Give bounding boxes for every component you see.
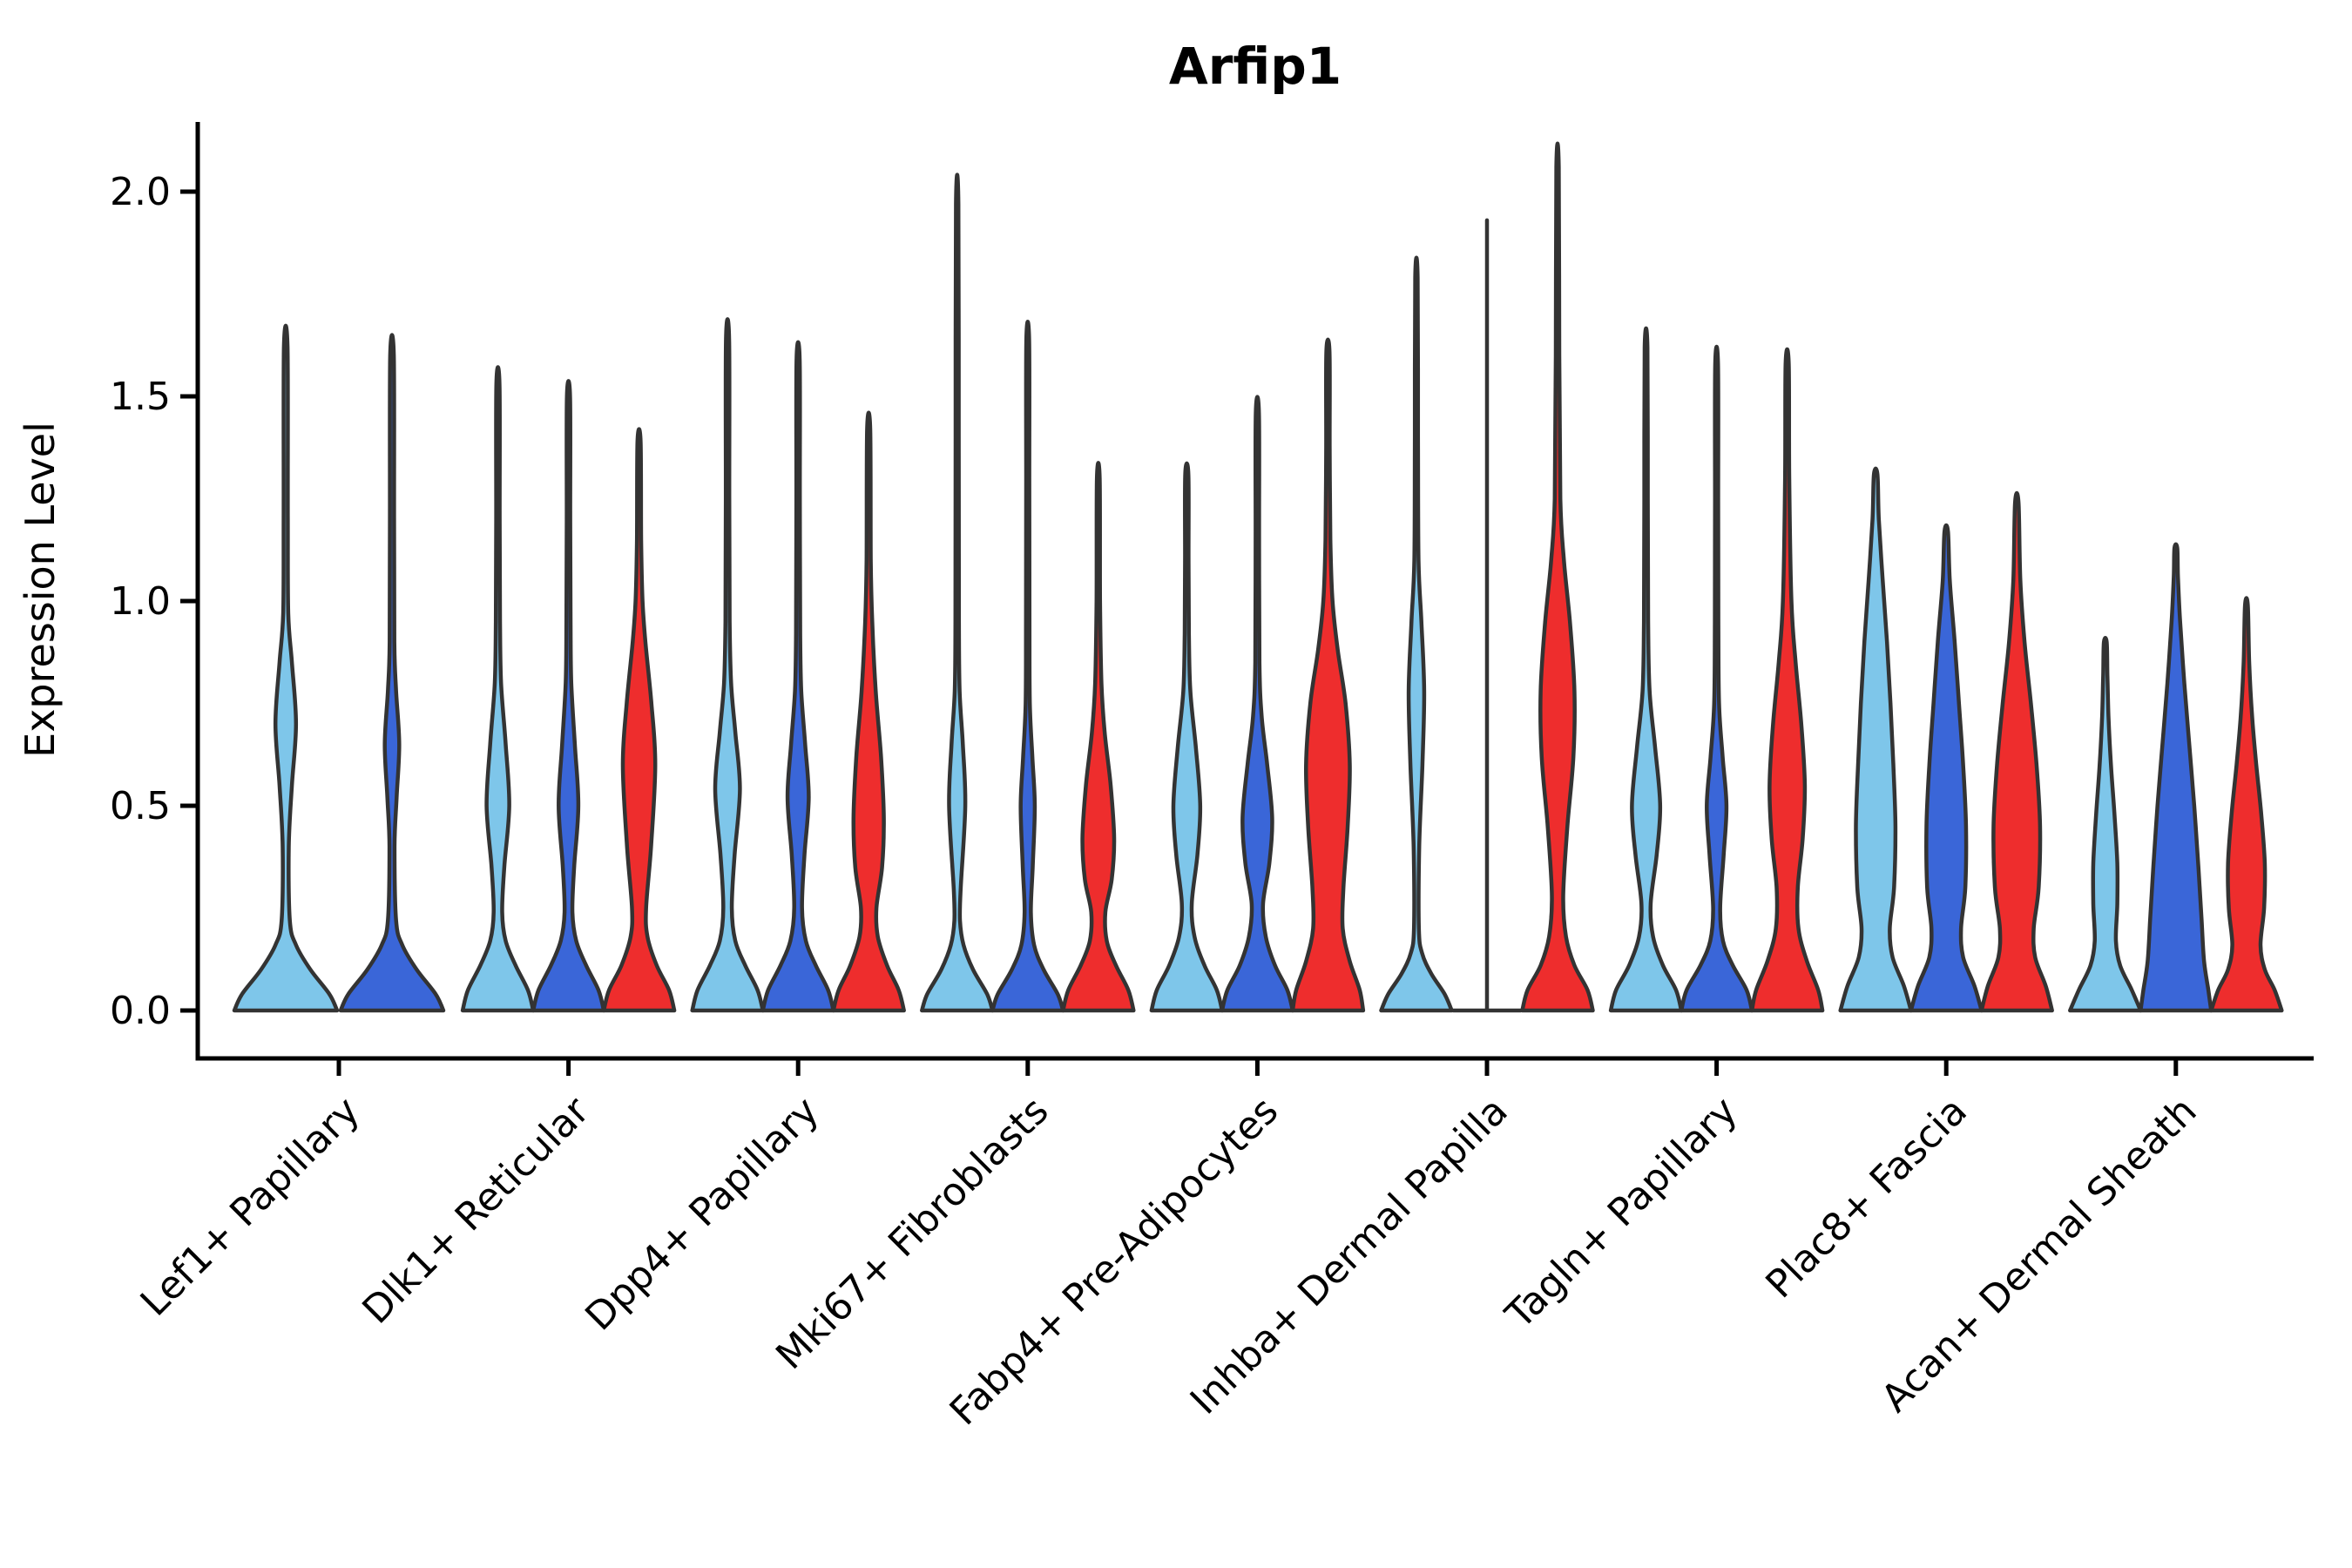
violins-layer [232, 141, 2284, 1013]
y-axis-label: Expression Level [17, 422, 64, 758]
y-tick-label-1.0: 1.0 [110, 579, 171, 624]
violin-dlk1-reticular-light-blue [460, 365, 536, 1013]
y-tick-label-0.0: 0.0 [110, 989, 171, 1033]
violin-dpp4-papillary-red [831, 410, 906, 1013]
violin-acan-dermal-sheath-dark-blue [2139, 542, 2213, 1013]
violin-plac8-fascia-red [1979, 490, 2054, 1013]
violin-inhba-dermal-papilla-red [1520, 141, 1595, 1013]
violin-lef1-papillary-dark-blue [338, 333, 446, 1013]
violin-mki67-fibroblasts-dark-blue [990, 320, 1065, 1013]
x-tick-marks [336, 1058, 2179, 1076]
violin-acan-dermal-sheath-light-blue [2068, 636, 2143, 1013]
violin-fabp4-pre-adipocytes-red [1290, 337, 1366, 1013]
violin-inhba-dermal-papilla-light-blue [1379, 255, 1454, 1013]
x-tick-label-6: Tagln+ Papillary [1497, 1089, 1746, 1338]
y-tick-label-1.5: 1.5 [110, 375, 171, 419]
violin-mki67-fibroblasts-light-blue [920, 172, 995, 1013]
violin-tagln-papillary-dark-blue [1679, 344, 1754, 1013]
violin-dlk1-reticular-dark-blue [531, 379, 606, 1013]
violin-lef1-papillary-light-blue [232, 323, 340, 1013]
chart-title: Arfip1 [1169, 37, 1342, 96]
violin-fabp4-pre-adipocytes-dark-blue [1220, 395, 1295, 1013]
violin-acan-dermal-sheath-red [2209, 596, 2284, 1013]
violin-dpp4-papillary-dark-blue [760, 340, 835, 1013]
x-tick-label-7: Plac8+ Fascia [1757, 1089, 1976, 1308]
x-tick-label-2: Dpp4+ Papillary [577, 1089, 828, 1340]
violin-plac8-fascia-dark-blue [1909, 523, 1984, 1013]
violin-fabp4-pre-adipocytes-light-blue [1149, 461, 1225, 1013]
x-tick-label-0: Lef1+ Papillary [132, 1089, 368, 1325]
violin-mki67-fibroblasts-red [1061, 461, 1136, 1013]
violin-tagln-papillary-light-blue [1608, 326, 1684, 1013]
x-tick-label-1: Dlk1+ Reticular [354, 1088, 598, 1333]
y-tick-label-2.0: 2.0 [110, 170, 171, 214]
violin-tagln-papillary-red [1749, 347, 1825, 1013]
violin-plac8-fascia-light-blue [1838, 466, 1913, 1013]
violin-dpp4-papillary-light-blue [690, 317, 765, 1013]
y-tick-labels: 2.0 1.5 1.0 0.5 0.0 [110, 170, 171, 1033]
violin-inhba-dermal-papilla-dark-blue [1451, 218, 1523, 1013]
y-tick-marks [180, 189, 198, 1013]
violin-dlk1-reticular-red [601, 427, 677, 1013]
y-tick-label-0.5: 0.5 [110, 784, 171, 828]
